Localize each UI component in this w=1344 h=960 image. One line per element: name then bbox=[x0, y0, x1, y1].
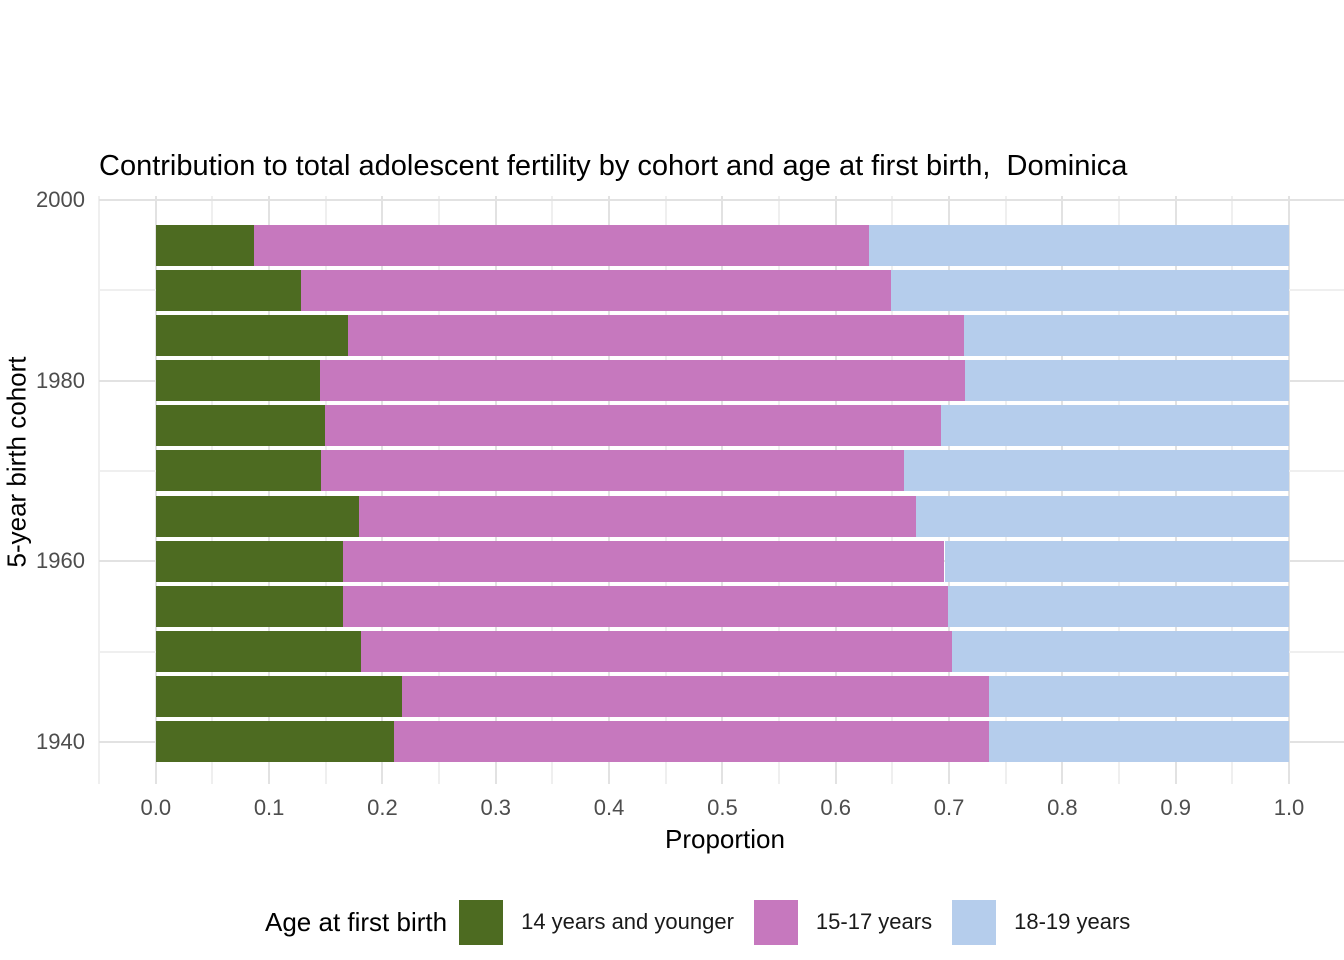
bar-segment-18-19-years bbox=[891, 269, 1289, 311]
bar-segment-14-years-and-younger bbox=[155, 405, 325, 447]
bar-segment-15-17-years bbox=[254, 224, 869, 266]
bar-segment-15-17-years bbox=[360, 631, 953, 673]
x-tick-label: 0.0 bbox=[140, 795, 172, 820]
legend-item: 18-19 years bbox=[952, 899, 1150, 945]
x-tick-label: 0.6 bbox=[820, 795, 852, 820]
x-tick-label: 0.3 bbox=[480, 795, 512, 820]
bar-segment-15-17-years bbox=[324, 405, 942, 447]
chart-title: Contribution to total adolescent fertili… bbox=[99, 150, 1128, 182]
legend-swatch bbox=[459, 899, 504, 945]
y-tick-label: 2000 bbox=[36, 187, 85, 212]
bar-segment-14-years-and-younger bbox=[155, 585, 343, 627]
bar-segment-14-years-and-younger bbox=[155, 631, 361, 673]
bar-segment-15-17-years bbox=[348, 314, 964, 356]
bar-segment-14-years-and-younger bbox=[155, 224, 255, 266]
bar-segment-15-17-years bbox=[342, 540, 945, 582]
bar-segment-14-years-and-younger bbox=[155, 269, 301, 311]
bar-segment-14-years-and-younger bbox=[155, 721, 394, 763]
bar-segment-18-19-years bbox=[944, 540, 1289, 582]
legend-label: 14 years and younger bbox=[521, 909, 734, 934]
y-tick-label: 1960 bbox=[36, 548, 85, 574]
bar-segment-14-years-and-younger bbox=[155, 450, 322, 492]
bar-segment-18-19-years bbox=[988, 676, 1289, 718]
legend-swatch bbox=[952, 899, 997, 945]
bar-segment-15-17-years bbox=[342, 585, 948, 627]
bar-segment-15-17-years bbox=[320, 360, 965, 402]
bar-segment-18-19-years bbox=[947, 585, 1289, 627]
bar-segment-18-19-years bbox=[941, 405, 1289, 447]
legend-label: 18-19 years bbox=[1014, 909, 1131, 934]
legend-swatch bbox=[753, 899, 798, 945]
y-tick-label: 1940 bbox=[36, 728, 85, 754]
x-tick-label: 0.7 bbox=[933, 795, 965, 820]
bar-segment-18-19-years bbox=[868, 224, 1289, 266]
gridline-x-major bbox=[1288, 196, 1290, 784]
bar-segment-18-19-years bbox=[964, 360, 1289, 402]
bar-segment-15-17-years bbox=[393, 721, 989, 763]
legend-title: Age at first birth bbox=[265, 906, 448, 937]
y-tick-label: 1980 bbox=[36, 367, 85, 393]
x-tick-label: 0.1 bbox=[253, 795, 285, 820]
bar-segment-15-17-years bbox=[321, 450, 904, 492]
legend-item: 14 years and younger bbox=[459, 899, 754, 945]
gridline-x-minor bbox=[98, 196, 101, 784]
bar-segment-15-17-years bbox=[358, 495, 917, 537]
x-tick-label: 1.0 bbox=[1273, 795, 1305, 820]
x-tick-label: 0.5 bbox=[707, 795, 738, 820]
x-tick-label: 0.4 bbox=[593, 795, 625, 820]
bar-segment-14-years-and-younger bbox=[155, 540, 343, 582]
bar-segment-15-17-years bbox=[401, 676, 989, 718]
x-axis-title: Proportion bbox=[665, 824, 785, 854]
x-tick-label: 0.2 bbox=[367, 795, 398, 820]
bar-segment-15-17-years bbox=[300, 269, 892, 311]
legend-label: 15-17 years bbox=[815, 909, 933, 934]
bar-segment-18-19-years bbox=[952, 631, 1289, 673]
legend-item: 15-17 years bbox=[753, 899, 952, 945]
legend: Age at first birth 14 years and younger 1… bbox=[265, 897, 1150, 947]
y-axis-title: 5-year birth cohort bbox=[1, 356, 32, 568]
bar-segment-14-years-and-younger bbox=[155, 360, 321, 402]
x-tick-label: 0.8 bbox=[1047, 795, 1078, 820]
gridline-y-major bbox=[99, 199, 1344, 201]
bar-segment-18-19-years bbox=[963, 314, 1289, 356]
bar-segment-18-19-years bbox=[988, 721, 1289, 763]
bar-segment-18-19-years bbox=[903, 450, 1289, 492]
bar-segment-18-19-years bbox=[916, 495, 1289, 537]
x-tick-label: 0.9 bbox=[1160, 795, 1191, 820]
bar-segment-14-years-and-younger bbox=[155, 495, 359, 537]
bar-segment-14-years-and-younger bbox=[155, 314, 349, 356]
bar-segment-14-years-and-younger bbox=[155, 676, 402, 718]
